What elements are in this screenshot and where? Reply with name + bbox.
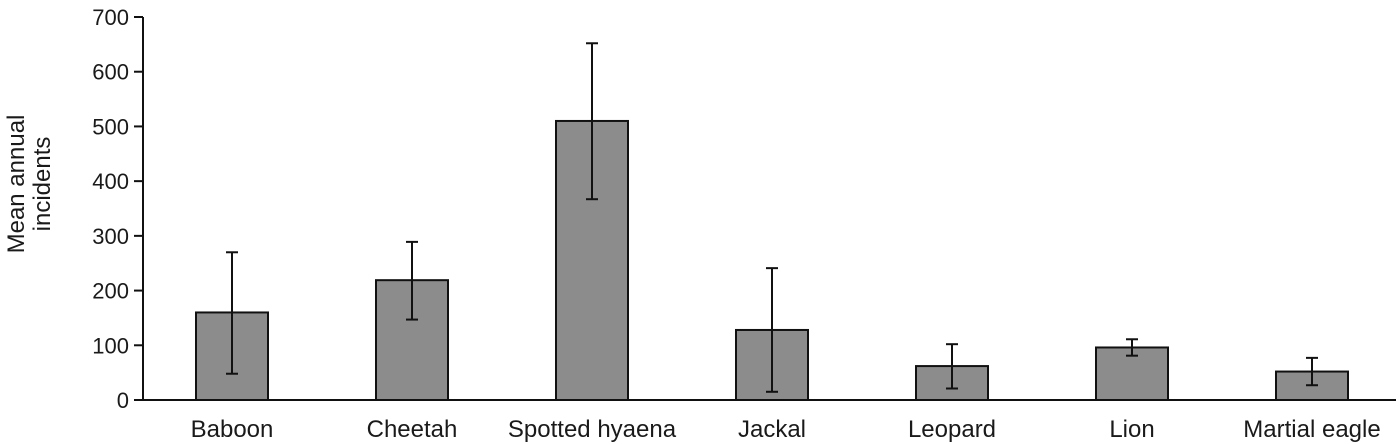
x-tick-label: Baboon bbox=[191, 416, 274, 443]
x-tick-label: Cheetah bbox=[367, 416, 458, 443]
y-tick-label: 400 bbox=[92, 169, 129, 194]
y-tick-label: 500 bbox=[92, 114, 129, 139]
y-tick-label: 300 bbox=[92, 224, 129, 249]
x-tick-label: Jackal bbox=[738, 416, 806, 443]
x-tick-label: Spotted hyaena bbox=[508, 416, 677, 443]
y-tick-label: 100 bbox=[92, 333, 129, 358]
y-tick-label: 0 bbox=[117, 388, 129, 413]
x-tick-label: Lion bbox=[1109, 416, 1154, 443]
y-tick-label: 700 bbox=[92, 5, 129, 30]
y-tick-label: 200 bbox=[92, 279, 129, 304]
x-tick-label: Martial eagle bbox=[1243, 416, 1380, 443]
y-axis-title-line-1: Mean annual bbox=[3, 115, 30, 254]
y-axis-title-line-2: incidents bbox=[29, 137, 56, 232]
x-tick-label: Leopard bbox=[908, 416, 996, 443]
y-tick-label: 600 bbox=[92, 60, 129, 85]
